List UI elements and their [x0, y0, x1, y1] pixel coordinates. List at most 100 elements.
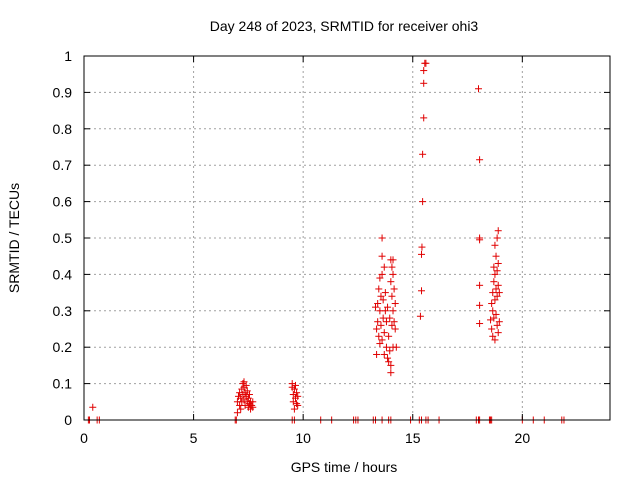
data-point: [293, 400, 301, 408]
data-point: [385, 358, 393, 366]
data-point: [374, 318, 382, 326]
data-point: [492, 252, 500, 260]
data-point: [419, 198, 427, 206]
data-points: [84, 59, 568, 424]
data-point: [237, 394, 245, 402]
data-point: [374, 300, 382, 308]
y-tick-label: 0: [64, 412, 72, 428]
data-point: [249, 403, 257, 411]
y-tick-label: 1: [64, 48, 72, 64]
data-point: [416, 312, 424, 320]
data-point: [490, 278, 498, 286]
data-point: [382, 318, 390, 326]
x-tick-label: 10: [295, 430, 311, 446]
data-point: [476, 236, 484, 244]
data-point: [420, 79, 428, 87]
data-point: [386, 314, 394, 322]
data-point: [420, 67, 428, 75]
data-point: [381, 307, 389, 315]
data-point: [391, 300, 399, 308]
data-point: [494, 329, 502, 337]
y-tick-label: 0.7: [53, 157, 73, 173]
data-point: [89, 403, 97, 411]
x-tick-label: 5: [190, 430, 198, 446]
y-tick-label: 0.6: [53, 194, 73, 210]
data-point: [387, 278, 395, 286]
y-tick-label: 0.2: [53, 339, 73, 355]
data-point: [245, 391, 253, 399]
plot-frame: [83, 55, 611, 421]
data-point: [420, 114, 428, 122]
chart-title: Day 248 of 2023, SRMTID for receiver ohi…: [210, 18, 479, 34]
data-point: [493, 267, 501, 275]
data-point: [494, 281, 502, 289]
data-point: [387, 369, 395, 377]
data-point: [378, 270, 386, 278]
x-tick-label: 0: [80, 430, 88, 446]
data-point: [241, 401, 249, 409]
data-point: [294, 401, 302, 409]
data-point: [390, 318, 398, 326]
data-point: [291, 381, 299, 389]
y-tick-label: 0.9: [53, 84, 73, 100]
data-point: [491, 241, 499, 249]
data-point: [492, 285, 500, 293]
y-axis-label: SRMTID / TECUs: [6, 183, 22, 293]
data-point: [476, 281, 484, 289]
data-point: [378, 234, 386, 242]
data-point: [378, 336, 386, 344]
y-tick-label: 0.3: [53, 303, 73, 319]
data-point: [239, 380, 247, 388]
data-point: [380, 263, 388, 271]
data-point: [494, 259, 502, 267]
data-point: [493, 292, 501, 300]
data-point: [493, 234, 501, 242]
data-point: [384, 303, 392, 311]
data-point: [489, 289, 497, 297]
data-point: [422, 59, 430, 67]
axis-ticks: [83, 55, 610, 421]
data-point: [233, 409, 241, 417]
data-point: [289, 398, 297, 406]
data-point: [376, 274, 384, 282]
data-point: [378, 252, 386, 260]
data-point: [387, 361, 395, 369]
data-point: [373, 350, 381, 358]
data-point: [488, 325, 496, 333]
data-point: [243, 387, 251, 395]
data-point: [377, 292, 385, 300]
data-point: [495, 289, 503, 297]
data-point: [490, 314, 498, 322]
data-point: [289, 391, 297, 399]
data-point: [371, 303, 379, 311]
data-point: [237, 405, 245, 413]
data-point: [418, 243, 426, 251]
data-point: [476, 156, 484, 164]
data-point: [380, 329, 388, 337]
data-point: [379, 296, 387, 304]
data-point: [489, 332, 497, 340]
data-point: [386, 347, 394, 355]
data-point: [492, 310, 500, 318]
y-tick-label: 0.4: [53, 266, 73, 282]
data-point: [389, 307, 397, 315]
data-point: [388, 263, 396, 271]
data-point: [476, 301, 484, 309]
y-tick-label: 0.1: [53, 376, 73, 392]
data-point: [384, 354, 392, 362]
data-point: [418, 287, 426, 295]
y-tick-label: 0.8: [53, 121, 73, 137]
data-point: [293, 389, 301, 397]
data-point: [388, 292, 396, 300]
data-point: [375, 285, 383, 293]
data-point: [494, 227, 502, 235]
data-point: [491, 296, 499, 304]
data-point: [491, 270, 499, 278]
data-point: [487, 316, 495, 324]
data-point: [490, 263, 498, 271]
data-point: [385, 332, 393, 340]
data-point: [495, 318, 503, 326]
data-point: [240, 396, 248, 404]
data-point: [476, 320, 484, 328]
